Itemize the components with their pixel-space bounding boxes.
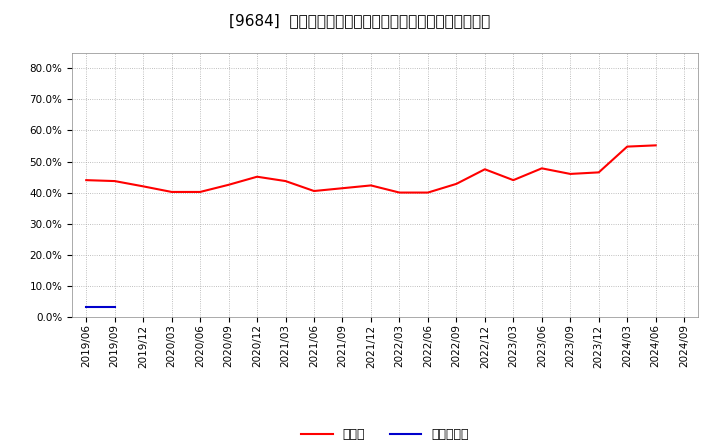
現青金: [338, 186, 347, 191]
現青金: [253, 174, 261, 180]
現青金: [595, 170, 603, 175]
現青金: [196, 189, 204, 194]
現青金: [282, 179, 290, 184]
現青金: [566, 171, 575, 176]
現青金: [537, 166, 546, 171]
現青金: [139, 184, 148, 189]
現青金: [82, 177, 91, 183]
有利子負債: [82, 304, 91, 310]
現青金: [310, 188, 318, 194]
現青金: [110, 179, 119, 184]
現青金: [395, 190, 404, 195]
現青金: [366, 183, 375, 188]
現青金: [480, 167, 489, 172]
現青金: [452, 181, 461, 187]
Legend: 現青金, 有利子負債: 現青金, 有利子負債: [297, 423, 474, 440]
有利子負債: [110, 304, 119, 310]
現青金: [225, 182, 233, 187]
現青金: [623, 144, 631, 149]
Text: [9684]  現青金、有利子負債の総資産に対する比率の推移: [9684] 現青金、有利子負債の総資産に対する比率の推移: [230, 13, 490, 28]
現青金: [509, 177, 518, 183]
現青金: [423, 190, 432, 195]
現青金: [652, 143, 660, 148]
Line: 現青金: 現青金: [86, 145, 656, 193]
現青金: [167, 189, 176, 194]
